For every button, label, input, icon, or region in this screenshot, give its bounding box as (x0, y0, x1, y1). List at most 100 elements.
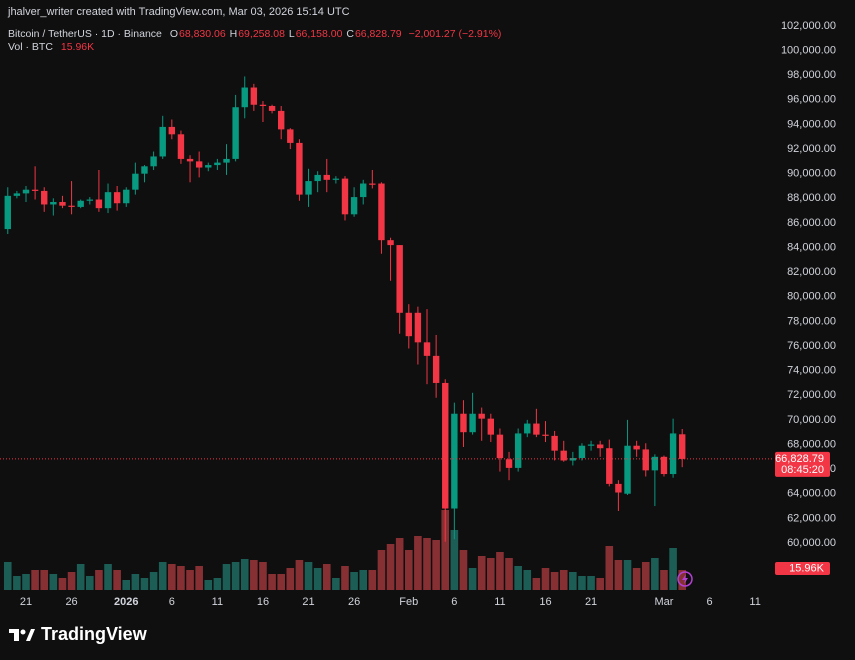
volume-label-box (775, 562, 830, 575)
volume-bar (131, 574, 140, 590)
y-tick-label: 80,000.00 (787, 291, 836, 303)
candle-body (405, 312, 412, 337)
candle-body (451, 413, 458, 509)
candle-body (624, 445, 631, 494)
y-tick-label: 92,000.00 (787, 143, 836, 155)
candle-body (22, 189, 30, 194)
volume-bar (22, 574, 30, 590)
volume-bar (395, 538, 404, 590)
candle-body (68, 205, 75, 207)
volume-pane (3, 510, 687, 590)
candle-body (268, 105, 276, 111)
volume-bar (641, 562, 650, 590)
symbol: Bitcoin / TetherUS · 1D · Binance (8, 28, 162, 40)
x-tick-label: Feb (399, 596, 418, 608)
legend-key: C (346, 28, 354, 40)
volume-bar (578, 576, 586, 590)
alert-icon (677, 571, 693, 587)
volume-bar (186, 570, 194, 590)
volume-bar (341, 566, 349, 590)
candle-body (223, 158, 230, 163)
candle-body (168, 126, 176, 135)
candle-body (150, 156, 157, 167)
y-tick-label: 102,000.00 (781, 20, 836, 32)
candle-body (323, 174, 330, 180)
y-tick-label: 60,000.00 (787, 537, 836, 549)
volume-bar (532, 578, 541, 590)
volume-bar (204, 580, 213, 590)
volume-bar (231, 562, 240, 590)
y-tick-label: 84,000.00 (787, 241, 836, 253)
candle-body (542, 434, 549, 436)
candle-body (113, 192, 121, 204)
x-tick-label: 6 (451, 596, 457, 608)
volume-bar (450, 530, 459, 590)
volume-bar (477, 556, 486, 590)
candle-body (287, 129, 294, 143)
candle-body (104, 192, 112, 209)
legend-value: 66,828.79 (354, 28, 402, 40)
volume-bar (569, 572, 577, 590)
candle-body (205, 165, 212, 168)
price-pane (4, 76, 686, 542)
candle-body (651, 456, 659, 471)
candle-body (77, 200, 84, 207)
y-tick-label: 96,000.00 (787, 94, 836, 106)
volume-bar (286, 568, 295, 590)
volume-bar (3, 562, 12, 590)
volume-bar (414, 536, 422, 590)
candle-body (587, 444, 595, 446)
last-price-box (775, 451, 830, 477)
volume-bar (669, 548, 677, 590)
volume-bar (514, 566, 522, 590)
legend-key: H (229, 28, 238, 40)
y-tick-label: 98,000.00 (787, 69, 836, 81)
volume-bar (432, 540, 440, 590)
candle-body (141, 166, 148, 174)
candle-body (432, 355, 440, 383)
candle-body (4, 195, 11, 230)
candle-body (132, 173, 139, 190)
y-tick-label: 76,000.00 (787, 340, 836, 352)
x-tick-label: 2026 (114, 596, 138, 608)
x-tick-label: 21 (302, 596, 314, 608)
legend-value: 66,158.00 (295, 28, 343, 40)
x-tick-label: 11 (494, 596, 505, 608)
volume-bar (140, 578, 149, 590)
header-title: jhalver_writer created with TradingView.… (8, 6, 350, 18)
candle-body (387, 240, 394, 246)
x-tick-label: 16 (539, 596, 551, 608)
y-tick-label: 94,000.00 (787, 118, 836, 130)
volume-bar (605, 546, 614, 590)
candle-body (414, 312, 422, 343)
candle-body (350, 197, 358, 215)
candle-body (50, 202, 57, 205)
last-price-label: 66,828.79 (775, 453, 824, 465)
candle-body (195, 161, 203, 168)
candle-body (514, 433, 522, 468)
y-tick-label: 72,000.00 (787, 389, 836, 401)
candle-body (423, 342, 431, 356)
candle-body (305, 181, 312, 195)
candle-body (332, 178, 340, 180)
candle-body (478, 413, 485, 419)
volume-bar (377, 550, 386, 590)
volume-bar (459, 550, 468, 590)
x-tick-label: 26 (348, 596, 360, 608)
volume-bar (95, 570, 103, 590)
candle-body (496, 434, 504, 459)
volume-bar (322, 564, 331, 590)
volume-bar (268, 574, 276, 590)
x-tick-label: 11 (212, 596, 223, 608)
volume-bar (113, 570, 121, 590)
volume-bar (587, 576, 595, 590)
x-tick-label: 16 (257, 596, 269, 608)
x-tick-label: 11 (749, 596, 760, 608)
candle-body (341, 178, 349, 215)
candle-body (524, 423, 531, 434)
candle-body (505, 459, 513, 468)
candle-body (442, 382, 449, 509)
volume-bar (623, 560, 632, 590)
legend-row: Bitcoin / TetherUS · 1D · Binance O68,83… (8, 28, 502, 40)
legend-key: L (288, 28, 295, 40)
